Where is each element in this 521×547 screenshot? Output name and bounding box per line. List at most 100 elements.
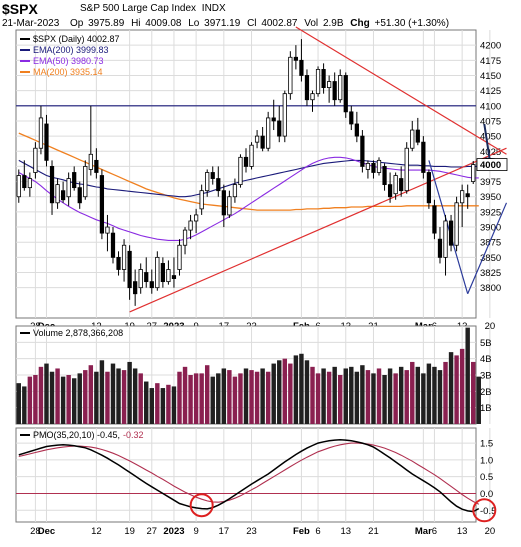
pmo-legend-label: PMO(35,20,10) -0.45, -0.32	[33, 430, 144, 440]
candle-down	[44, 123, 49, 161]
price-ytick-label: 4025	[480, 147, 501, 158]
volume-bar-down	[271, 363, 276, 424]
candle-down	[437, 238, 443, 258]
open-value: 3975.89	[88, 18, 125, 29]
candle-down	[343, 75, 348, 113]
volume-bar-up	[310, 366, 315, 424]
volume-bar-down	[49, 371, 55, 424]
volume-bar-up	[365, 370, 371, 424]
volume-bar-down	[132, 368, 138, 424]
candle-up	[249, 144, 254, 167]
ema50-line	[18, 156, 479, 241]
highlight-circle	[189, 493, 214, 518]
candle-up	[205, 172, 210, 192]
volume-bar-up	[404, 370, 409, 424]
header-ohlc: Op 3975.89 Hi 4009.08 Lo 3971.19 Cl 4002…	[70, 18, 449, 29]
volume-bar-down	[299, 353, 304, 424]
volume-bar-down	[144, 381, 149, 424]
high-value: 4009.08	[145, 18, 182, 29]
pmo-ytick-label: -0.5	[480, 506, 496, 517]
candle-down	[421, 141, 426, 173]
pmo-xtick-label: 13	[457, 526, 468, 537]
close-value: 4002.87	[261, 18, 298, 29]
price-ytick-label: 3825	[480, 268, 501, 279]
last-price-box	[476, 158, 508, 172]
candle-up	[55, 184, 60, 204]
volume-bar-down	[149, 388, 154, 424]
chart-symbol: $SPX	[2, 1, 38, 17]
candle-up	[27, 178, 32, 189]
pmo-panel: -0.5 0.0 0.5 1.0 1.5 PMO(35,20,10) -0.45, -0.3…	[15, 427, 496, 537]
volume-bar-up	[249, 370, 254, 424]
price-ytick-label: 3950	[480, 192, 501, 203]
candle-down	[432, 205, 437, 234]
candle-down	[116, 256, 121, 270]
candle-down	[144, 272, 149, 283]
candle-down	[210, 172, 215, 179]
volume-panel: 1B 2B 3B 4B 5B Volume 2,878,366,208	[15, 325, 492, 425]
volume-bar-up	[227, 370, 232, 424]
candle-up	[365, 162, 371, 170]
candle-down	[448, 220, 454, 246]
pmo-signal-line	[18, 442, 480, 505]
volume-bar-up	[338, 375, 343, 424]
volume-bar-down	[277, 360, 282, 424]
pmo-xtick-label: 20	[485, 526, 496, 537]
volume-bar-up	[138, 373, 143, 424]
candle-up	[155, 256, 160, 289]
volume-bar-down	[44, 363, 49, 424]
volume-bar-down	[304, 360, 310, 424]
candle-down	[127, 250, 132, 289]
legend-label: MA(200) 3935.14	[33, 67, 103, 77]
candle-up	[393, 175, 398, 195]
candle-up	[182, 229, 188, 246]
volume-bar-up	[33, 375, 38, 424]
volume-bar-down	[77, 373, 82, 424]
volume-bar-up	[105, 371, 110, 424]
pmo-xtick-label: 6	[432, 526, 437, 537]
price-ytick-label: 4150	[480, 71, 501, 82]
pmo-xtick-label: 12	[91, 526, 102, 537]
volume-bar-up	[232, 376, 238, 424]
volume-bar-up	[288, 363, 293, 424]
volume-ytick-label: 2B	[480, 387, 492, 398]
volume-bar-down	[127, 361, 132, 424]
candle-down	[94, 159, 99, 173]
candle-down	[354, 123, 359, 137]
price-ytick-label: 3900	[480, 223, 501, 234]
price-ytick-label: 3875	[480, 238, 501, 249]
candle-up	[177, 244, 182, 270]
pmo-frame	[15, 427, 477, 523]
candle-down	[465, 193, 470, 198]
candle-down	[349, 111, 354, 125]
price-ytick-label: 4100	[480, 101, 501, 112]
chart-subtitle: S&P 500 Large Cap Index INDX	[80, 3, 226, 14]
candle-up	[376, 159, 382, 173]
candle-down	[49, 166, 55, 204]
candle-up	[238, 156, 243, 186]
price-ytick-label: 4125	[480, 86, 501, 97]
candle-down	[304, 75, 310, 101]
trendline	[295, 26, 507, 155]
volume-bar-up	[121, 370, 127, 424]
candle-down	[243, 156, 249, 167]
volume-bar-up	[265, 371, 271, 424]
volume-bar-down	[16, 383, 21, 424]
candle-down	[260, 135, 265, 149]
header-date: 21-Mar-2023	[2, 18, 60, 29]
pmo-xtick-label: 28	[30, 526, 41, 537]
volume-bar-down	[22, 386, 27, 424]
volume-bar-down	[293, 355, 299, 424]
legend-label: $SPX (Daily) 4002.87	[33, 34, 120, 44]
volume-bar-up	[88, 365, 94, 424]
volume-bar-down	[71, 378, 77, 424]
candle-down	[360, 135, 365, 167]
candle-down	[382, 166, 387, 186]
candle-up	[88, 153, 93, 170]
volume-bar-down	[110, 363, 116, 424]
candle-down	[293, 56, 298, 61]
volume-bar-down	[426, 363, 432, 424]
volume-ytick-label: 5B	[480, 338, 492, 349]
candle-down	[171, 275, 177, 279]
